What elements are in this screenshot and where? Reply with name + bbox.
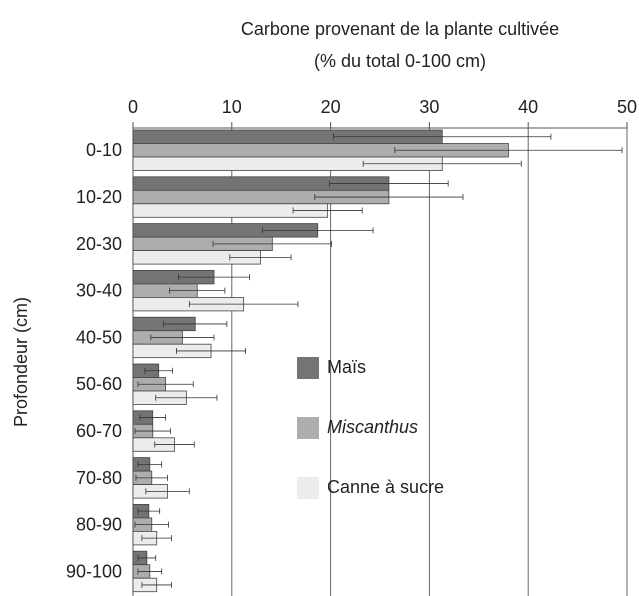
- error-bar: [154, 441, 195, 448]
- error-bar: [141, 535, 172, 542]
- y-tick-label: 90-100: [66, 561, 122, 581]
- error-bar: [134, 428, 171, 435]
- y-tick-label: 50-60: [76, 374, 122, 394]
- legend-label: Maïs: [327, 357, 366, 377]
- y-tick-label: 40-50: [76, 327, 122, 347]
- y-tick-label: 80-90: [76, 515, 122, 535]
- error-bar: [178, 274, 250, 281]
- error-bar: [394, 147, 623, 154]
- legend-label: Canne à sucre: [327, 477, 444, 497]
- error-bar: [329, 180, 449, 187]
- error-bar: [188, 301, 299, 308]
- error-bar: [137, 508, 161, 515]
- y-tick-label: 70-80: [76, 468, 122, 488]
- error-bar: [134, 521, 169, 528]
- error-bar: [212, 240, 332, 247]
- error-bar: [155, 394, 218, 401]
- error-bar: [135, 474, 168, 481]
- error-bar: [262, 227, 374, 234]
- error-bar: [137, 381, 194, 388]
- error-bar: [137, 461, 163, 468]
- legend-swatch: [297, 417, 319, 439]
- legend-swatch: [297, 357, 319, 379]
- y-tick-label: 20-30: [76, 234, 122, 254]
- legend-swatch: [297, 477, 319, 499]
- y-axis-label: Profondeur (cm): [11, 297, 31, 427]
- error-bar: [333, 133, 552, 140]
- error-bar: [144, 367, 173, 374]
- x-tick-label: 20: [321, 97, 341, 117]
- error-bar: [150, 334, 215, 341]
- error-bar: [137, 568, 163, 575]
- x-tick-label: 50: [617, 97, 637, 117]
- error-bar: [145, 488, 190, 495]
- error-bar: [176, 347, 247, 354]
- error-bar: [169, 287, 226, 294]
- error-bar: [141, 581, 172, 588]
- error-bar: [362, 160, 522, 167]
- y-tick-label: 60-70: [76, 421, 122, 441]
- error-bar: [292, 207, 363, 214]
- legend-label: Miscanthus: [327, 417, 418, 437]
- chart-title: Carbone provenant de la plante cultivée: [241, 19, 559, 39]
- x-tick-label: 10: [222, 97, 242, 117]
- error-bar: [139, 414, 167, 421]
- y-tick-label: 10-20: [76, 187, 122, 207]
- y-tick-label: 30-40: [76, 281, 122, 301]
- chart-title: (% du total 0-100 cm): [314, 51, 486, 71]
- x-tick-label: 30: [419, 97, 439, 117]
- x-tick-label: 40: [518, 97, 538, 117]
- error-bar: [163, 320, 228, 327]
- y-tick-label: 0-10: [86, 140, 122, 160]
- error-bar: [229, 254, 292, 261]
- x-tick-label: 0: [128, 97, 138, 117]
- error-bar: [314, 194, 464, 201]
- error-bar: [137, 554, 157, 561]
